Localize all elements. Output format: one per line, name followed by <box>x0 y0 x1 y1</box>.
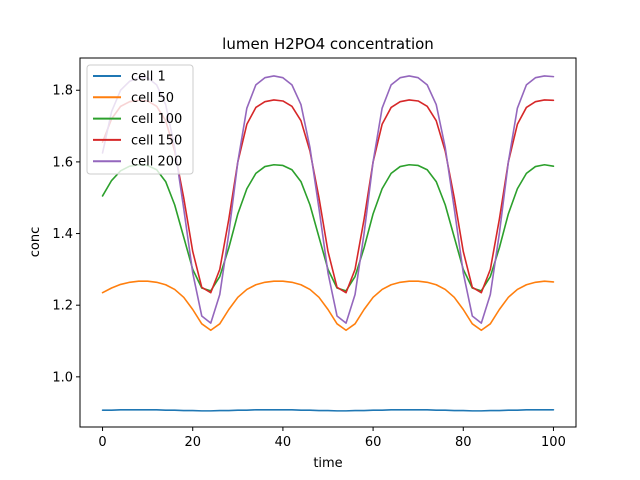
x-tick-label: 60 <box>365 435 382 450</box>
y-tick-label: 1.6 <box>52 155 73 170</box>
axes-frame <box>79 57 577 428</box>
y-axis-label: conc <box>28 227 43 258</box>
y-tick-label: 1.2 <box>52 299 73 314</box>
x-axis: 0 20 40 60 80 100 <box>98 427 566 450</box>
legend-box <box>86 64 194 175</box>
legend: cell 1 cell 50 cell 100 cell 150 cell 200 <box>86 64 194 175</box>
x-tick-label: 40 <box>275 435 292 450</box>
y-tick-label: 1.4 <box>52 227 73 242</box>
y-tick-label: 1.8 <box>52 84 73 99</box>
x-tick-label: 80 <box>455 435 472 450</box>
y-tick-label: 1.0 <box>52 370 73 385</box>
series-line-cell-1 <box>101 409 555 412</box>
x-axis-label: time <box>313 456 342 471</box>
x-tick-label: 20 <box>184 435 201 450</box>
legend-label: cell 1 <box>131 70 166 85</box>
x-tick-label: 100 <box>541 435 566 450</box>
chart-title: lumen H2PO4 concentration <box>222 35 434 53</box>
legend-label: cell 200 <box>131 155 182 170</box>
legend-label: cell 100 <box>131 112 182 127</box>
legend-label: cell 150 <box>131 133 182 148</box>
legend-label: cell 50 <box>131 91 174 106</box>
y-axis: 1.0 1.2 1.4 1.6 1.8 <box>52 84 80 385</box>
series-line-cell-50 <box>101 280 555 332</box>
x-tick-label: 0 <box>98 435 106 450</box>
